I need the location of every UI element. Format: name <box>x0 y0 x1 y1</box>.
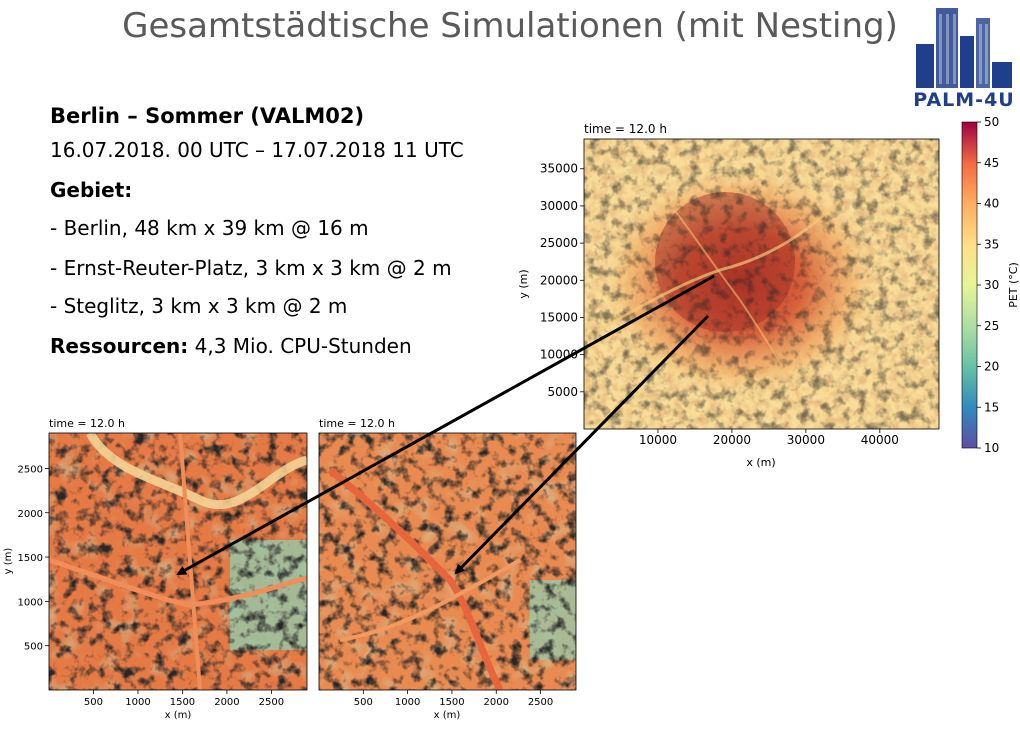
steglitz-xtick-label: 500 <box>354 697 373 708</box>
berlin-ylabel: y (m) <box>517 269 530 298</box>
berlin-ytick-label: 30000 <box>540 199 578 213</box>
slide-title: Gesamtstädtische Simulationen (mit Nesti… <box>122 6 898 46</box>
erp-xtick-label: 2500 <box>259 697 284 708</box>
colorbar-tick-label: 10 <box>984 441 999 455</box>
logo-text: PALM-4U <box>913 89 1014 110</box>
berlin-xtick-label: 40000 <box>861 433 899 447</box>
ressourcen-line: Ressourcen: 4,3 Mio. CPU-Stunden <box>50 334 412 358</box>
domain-item: - Berlin, 48 km x 39 km @ 16 m <box>50 216 369 240</box>
colorbar-tick-label: 40 <box>984 197 999 211</box>
steglitz-heatmap: time = 12.0 h 500 1000 1500 2000 2500 x (m) <box>318 417 577 721</box>
erp-xtick-label: 500 <box>84 697 103 708</box>
erp-time-title: time = 12.0 h <box>49 417 125 430</box>
arrow-to-steglitz <box>454 314 710 575</box>
colorbar-tick-label: 20 <box>984 360 999 374</box>
domain-item: - Ernst-Reuter-Platz, 3 km x 3 km @ 2 m <box>50 256 452 280</box>
colorbar-tick-label: 45 <box>984 156 999 170</box>
berlin-ytick-label: 20000 <box>540 273 578 287</box>
colorbar-tick-label: 50 <box>984 115 999 129</box>
ernst-reuter-heatmap: time = 12.0 h 500 1000 1500 2000 2500 500 100… <box>3 417 308 721</box>
erp-xtick-label: 1500 <box>170 697 195 708</box>
domain-item: - Steglitz, 3 km x 3 km @ 2 m <box>50 294 348 318</box>
berlin-xtick-label: 20000 <box>713 433 751 447</box>
colorbar-tick-label: 30 <box>984 278 999 292</box>
palm4u-logo: PALM-4U <box>913 8 1014 110</box>
erp-ytick-label: 1000 <box>18 597 43 608</box>
berlin-ytick-label: 15000 <box>540 310 578 324</box>
berlin-ytick-label: 5000 <box>547 385 578 399</box>
erp-ytick-label: 500 <box>24 642 43 653</box>
berlin-xtick-label: 30000 <box>787 433 825 447</box>
colorbar-tick-label: 25 <box>984 319 999 333</box>
steglitz-xtick-label: 1500 <box>439 697 464 708</box>
berlin-ytick-label: 35000 <box>540 162 578 176</box>
steglitz-xtick-label: 1000 <box>395 697 420 708</box>
berlin-time-title: time = 12.0 h <box>584 122 667 136</box>
ressourcen-label: Ressourcen: <box>50 334 189 358</box>
berlin-ytick-label: 25000 <box>540 236 578 250</box>
pet-colorbar: 10 15 20 25 30 35 40 45 50 PET (°C) <box>961 115 1020 455</box>
erp-xlabel: x (m) <box>165 710 192 721</box>
berlin-heatmap: time = 12.0 h 5000 10000 15000 20000 25000 30… <box>517 122 940 469</box>
colorbar-tick-label: 35 <box>984 237 999 251</box>
erp-ytick-label: 2000 <box>18 509 43 520</box>
steglitz-time-title: time = 12.0 h <box>319 417 395 430</box>
colorbar-tick-label: 15 <box>984 400 999 414</box>
erp-ylabel: y (m) <box>3 548 14 575</box>
colorbar-label: PET (°C) <box>1007 262 1020 308</box>
period: 16.07.2018. 00 UTC – 17.07.2018 11 UTC <box>50 138 464 162</box>
erp-ytick-label: 1500 <box>18 553 43 564</box>
erp-xtick-label: 2000 <box>214 697 239 708</box>
erp-xtick-label: 1000 <box>125 697 150 708</box>
gebiet-label: Gebiet: <box>50 178 133 202</box>
arrow-to-ernst-reuter <box>176 274 715 576</box>
ressourcen-value: 4,3 Mio. CPU-Stunden <box>188 334 412 358</box>
erp-ytick-label: 2500 <box>18 464 43 475</box>
heading: Berlin – Sommer (VALM02) <box>50 104 365 128</box>
steglitz-xtick-label: 2500 <box>528 697 553 708</box>
berlin-xlabel: x (m) <box>746 456 775 469</box>
berlin-xtick-label: 10000 <box>639 433 677 447</box>
steglitz-xlabel: x (m) <box>434 710 461 721</box>
steglitz-xtick-label: 2000 <box>484 697 509 708</box>
